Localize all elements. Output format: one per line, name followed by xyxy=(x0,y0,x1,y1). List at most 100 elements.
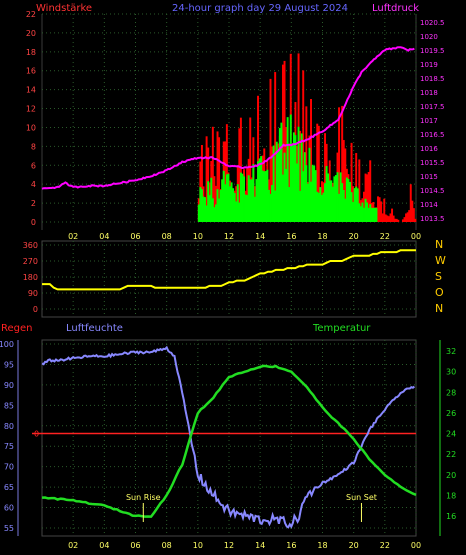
wind-avg-bar xyxy=(319,187,322,222)
wind-gust-bar xyxy=(387,216,390,222)
temperature-tick-labels: 16 18 20 22 24 26 28 30 32 xyxy=(446,347,456,521)
wind-avg-bar xyxy=(302,171,305,222)
wind-tick-label: 16 xyxy=(26,67,36,76)
pressure-tick-label: 1015 xyxy=(420,173,438,181)
pressure-tick-label: 1015.5 xyxy=(420,159,445,167)
wind-avg-bar xyxy=(283,152,286,222)
wind-gust-bar xyxy=(411,200,414,222)
wind-gust-bar xyxy=(211,126,214,222)
wind-tick-label: 10 xyxy=(26,123,36,132)
wind-gust-bar xyxy=(377,196,379,222)
compass-label: N xyxy=(435,302,443,315)
wind-gust-bar xyxy=(317,125,320,222)
wind-avg-bar xyxy=(294,135,297,222)
compass-label: N xyxy=(435,238,443,251)
direction-tick-label: 90 xyxy=(28,289,38,298)
temperature-tick-label: 32 xyxy=(446,347,456,356)
wind-avg-bar xyxy=(247,175,250,222)
wind-gust-bar xyxy=(386,215,389,222)
wind-avg-bar xyxy=(317,192,320,222)
pressure-tick-label: 1016 xyxy=(420,145,438,153)
wind-avg-bar xyxy=(370,207,373,222)
pressure-series xyxy=(41,46,415,190)
pressure-tick-label: 1017 xyxy=(420,117,438,125)
temperature-tick-label: 22 xyxy=(446,450,456,459)
wind-gust-bar xyxy=(394,218,397,222)
wind-avg-bar xyxy=(299,190,302,222)
temperature-tick-label: 28 xyxy=(446,388,456,397)
pressure-tick-label: 1013.5 xyxy=(420,215,445,223)
wind-avg-bar xyxy=(250,179,253,222)
wind-gust-bar xyxy=(381,213,384,222)
wind-avg-bar xyxy=(225,174,228,222)
wind-gust-bar xyxy=(288,143,291,222)
x-tick-label: 20 xyxy=(349,232,359,241)
wind-avg-bar xyxy=(243,176,245,222)
wind-tick-label: 0 xyxy=(31,218,36,227)
pressure-tick-label: 1019 xyxy=(420,61,438,69)
wind-avg-bar xyxy=(253,196,256,222)
wind-avg-bar xyxy=(303,152,306,222)
temperature-tick-label: 30 xyxy=(446,368,456,377)
wind-avg-bar xyxy=(244,194,247,222)
wind-gust-bar xyxy=(391,208,394,222)
wind-avg-bar xyxy=(373,207,376,222)
wind-left-tick-labels: 0 2 4 6 8 10 12 14 16 18 20 22 xyxy=(26,10,36,227)
wind-avg-bar xyxy=(227,173,230,222)
x-tick-label: 16 xyxy=(286,232,296,241)
wind-gust-bar xyxy=(281,64,284,222)
wind-gust-bar xyxy=(239,117,242,222)
wind-avg-bar xyxy=(208,195,211,222)
wind-avg-bar xyxy=(358,203,361,222)
wind-avg-bar xyxy=(322,192,325,222)
wind-gust-bar xyxy=(269,78,272,223)
wind-tick-label: 14 xyxy=(26,86,36,95)
wind-avg-bar xyxy=(313,165,316,222)
x-tick-label: 02 xyxy=(68,541,78,550)
wind-gust-bar xyxy=(383,198,386,222)
wind-gust-bar xyxy=(274,72,277,222)
wind-gust-bar xyxy=(405,213,408,222)
wind-avg-bar xyxy=(233,192,236,222)
compass-label: O xyxy=(435,286,444,299)
x-tick-label: 08 xyxy=(162,541,172,550)
x-tick-label: 00 xyxy=(411,541,421,550)
wind-avg-bar xyxy=(291,143,294,222)
humidity-tick-labels: 55 60 65 70 75 80 85 90 95 100 xyxy=(0,340,14,533)
wind-gust-bar xyxy=(200,145,203,222)
wind-avg-bar xyxy=(366,202,369,222)
wind-avg-bar xyxy=(216,189,219,222)
wind-avg-bar xyxy=(204,197,207,222)
ht-x-tick-labels: 02 04 06 08 10 12 14 16 18 20 22 00 xyxy=(68,541,421,550)
sun-annotation-label: Sun Set xyxy=(346,493,377,502)
wind-gust-bar xyxy=(216,131,219,222)
x-tick-label: 22 xyxy=(380,232,390,241)
wind-avg-bar xyxy=(261,170,264,222)
wind-gust-bar xyxy=(406,212,409,222)
wind-avg-bar xyxy=(334,175,337,222)
wind-gust-bar xyxy=(249,117,252,222)
wind-gust-bar xyxy=(218,137,221,222)
wind-gust-bar xyxy=(389,213,392,222)
humidity-tick-label: 85 xyxy=(4,401,14,410)
wind-avg-bar xyxy=(320,194,323,222)
wind-avg-bar xyxy=(260,156,263,222)
wind-gust-bar xyxy=(408,210,411,222)
temperature-tick-label: 24 xyxy=(446,430,456,439)
wind-avg-bar xyxy=(344,198,347,222)
wind-avg-bar xyxy=(372,207,375,222)
wind-avg-bar xyxy=(311,164,314,222)
wind-avg-bar xyxy=(281,174,284,222)
wind-avg-bar xyxy=(229,186,231,222)
direction-tick-label: 360 xyxy=(23,241,38,250)
pressure-tick-label: 1018 xyxy=(420,89,438,97)
wind-gust-bar xyxy=(409,184,412,222)
direction-grid xyxy=(42,241,417,317)
wind-avg-bar xyxy=(325,166,328,222)
wind-avg-bar xyxy=(367,207,370,222)
wind-avg-bar xyxy=(296,163,298,222)
wind-avg-bar xyxy=(235,201,238,222)
wind-avg-bar xyxy=(292,132,295,222)
wind-gust-bar xyxy=(403,217,406,222)
